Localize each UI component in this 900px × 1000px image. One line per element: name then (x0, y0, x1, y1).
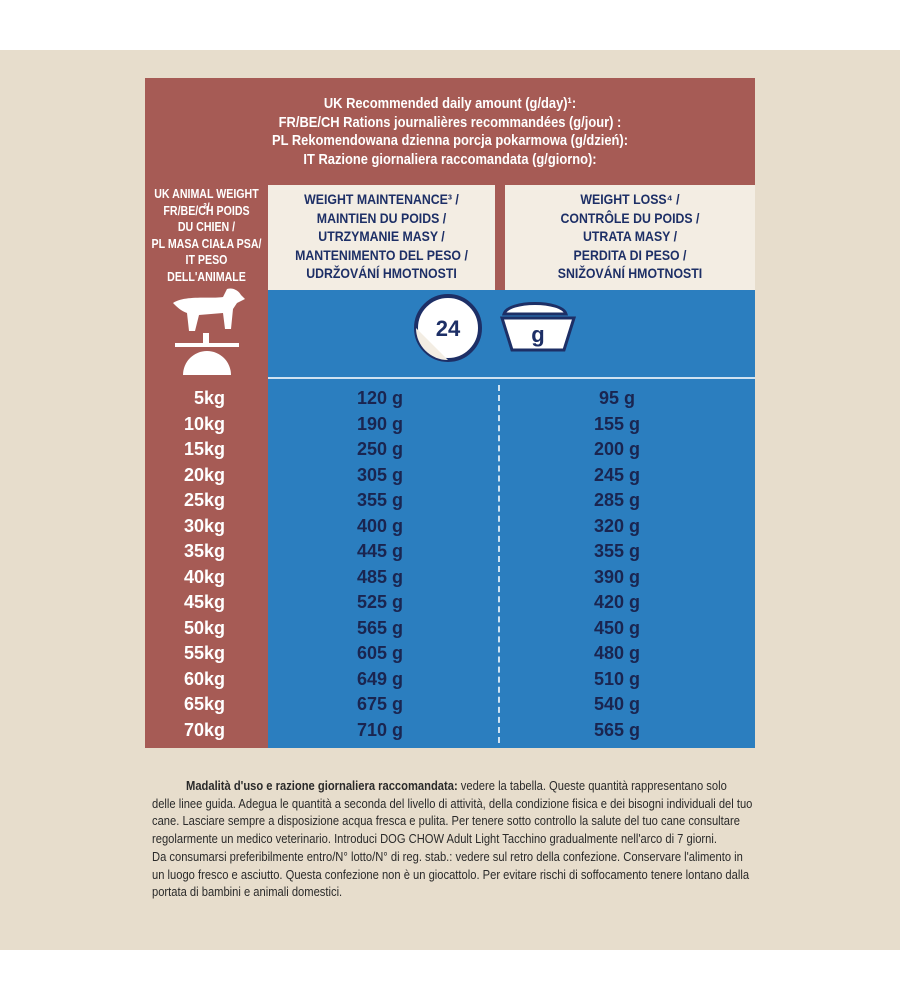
loss-amount: 285 g (593, 490, 641, 510)
weight-column (145, 185, 268, 748)
blue-area (268, 290, 755, 748)
footer-line: Da consumarsi preferibilmente entro/N° l… (152, 848, 743, 864)
weight: 35kg (183, 541, 225, 561)
maintenance-amount: 565 g (356, 617, 404, 638)
footer-line: regolarmente un medico veterinario. Intr… (152, 831, 717, 847)
weight: 70kg (183, 719, 225, 740)
loss-amount: 355 g (593, 541, 641, 561)
weight: 30kg (183, 515, 225, 536)
header-band (145, 78, 755, 185)
footer-lead: Madalità d'uso e razione giornaliera rac… (186, 778, 458, 793)
maintenance-amount: 445 g (356, 541, 404, 561)
column-header-line: WEIGHT LOSS⁴ / (580, 191, 680, 207)
maintenance-amount: 605 g (356, 643, 404, 663)
bowl-label: g (531, 322, 544, 347)
column-header-line: WEIGHT MAINTENANCE³ / (304, 191, 459, 207)
weight-header-line: DU CHIEN / (177, 220, 236, 234)
clock-bowl-icons: 24 g (414, 294, 577, 362)
divider (495, 185, 505, 290)
weight: 20kg (183, 464, 225, 485)
weight-header-line: IT PESO (185, 253, 228, 267)
column-header-line: SNIŽOVÁNÍ HMOTNOSTI (557, 265, 703, 281)
header-line: FR/BE/CH Rations journalières recommandé… (278, 113, 622, 131)
dashed-divider (498, 385, 500, 743)
column-header-line: MAINTIEN DU POIDS / (316, 209, 447, 226)
weight: 65kg (183, 694, 225, 714)
weight-header-line: DELL'ANIMALE (167, 269, 246, 284)
footer-line: delle linee guida. Adegua le quantità a … (152, 795, 753, 811)
maintenance-amount: 120 g (356, 388, 404, 408)
weight: 50kg (183, 617, 225, 638)
maintenance-amount: 355 g (356, 490, 404, 510)
rule (268, 377, 755, 379)
maintenance-amount: 400 g (356, 515, 404, 536)
weight-header-line: PL MASA CIAŁA PSA/ (151, 236, 262, 251)
maintenance-amount: 710 g (356, 719, 404, 740)
maintenance-amount: 250 g (356, 439, 404, 459)
column-header-line: PERDITA DI PESO / (573, 246, 687, 263)
loss-amount: 480 g (593, 643, 641, 663)
maintenance-amount: 525 g (356, 592, 404, 612)
maintenance-amount: 485 g (356, 566, 404, 587)
footer-line: cane. Lasciare sempre a disposizione acq… (152, 813, 740, 829)
weight: 55kg (183, 643, 225, 663)
maintenance-amount: 190 g (356, 413, 404, 434)
loss-amount: 565 g (593, 719, 641, 740)
column-header-band (268, 185, 755, 290)
weight-header-line: UK ANIMAL WEIGHT ²/ (154, 187, 259, 215)
loss-amount: 200 g (593, 439, 641, 459)
weight: 10kg (183, 413, 225, 434)
header-line: PL Rekomendowana dzienna porcja pokarmow… (271, 132, 629, 149)
column-header-line: UDRŽOVÁNÍ HMOTNOSTI (306, 265, 457, 281)
loss-amount: 510 g (593, 668, 641, 689)
weight: 60kg (183, 668, 225, 689)
column-header-line: UTRZYMANIE MASY / (318, 228, 445, 244)
loss-amount: 540 g (593, 694, 641, 714)
clock-label: 24 (436, 316, 461, 341)
loss-amount: 95 g (598, 388, 636, 408)
weight: 5kg (193, 388, 225, 408)
weight: 25kg (183, 490, 225, 510)
maintenance-amount: 649 g (356, 668, 404, 689)
header-line: UK Recommended daily amount (g/day)¹: (323, 95, 577, 112)
footer-line: un luogo fresco e asciutto. Questa confe… (152, 866, 750, 882)
loss-amount: 155 g (593, 413, 641, 434)
loss-amount: 420 g (593, 592, 641, 612)
column-header-line: MANTENIMENTO DEL PESO / (295, 246, 468, 263)
maintenance-amount: 305 g (356, 464, 404, 485)
loss-amount: 450 g (593, 617, 641, 638)
dog-scale-icon (173, 288, 245, 375)
maintenance-amount: 675 g (356, 694, 404, 714)
loss-amount: 320 g (593, 515, 641, 536)
footer-line: Madalità d'uso e razione giornaliera rac… (186, 778, 727, 793)
header-line: IT Razione giornaliera raccomandata (g/g… (303, 150, 597, 168)
loss-amount: 245 g (593, 464, 641, 485)
column-header-line: UTRATA MASY / (583, 228, 677, 244)
weight: 15kg (183, 439, 225, 459)
loss-amount: 390 g (593, 566, 641, 587)
weight: 45kg (183, 592, 225, 612)
footer-line: portata di bambini e animali domestici. (152, 884, 343, 900)
column-header-line: CONTRÔLE DU POIDS / (560, 209, 700, 226)
weight: 40kg (183, 566, 225, 587)
weight-header-line: FR/BE/CH POIDS (163, 203, 250, 218)
footer-text: vedere la tabella. Queste quantità rappr… (457, 778, 727, 793)
